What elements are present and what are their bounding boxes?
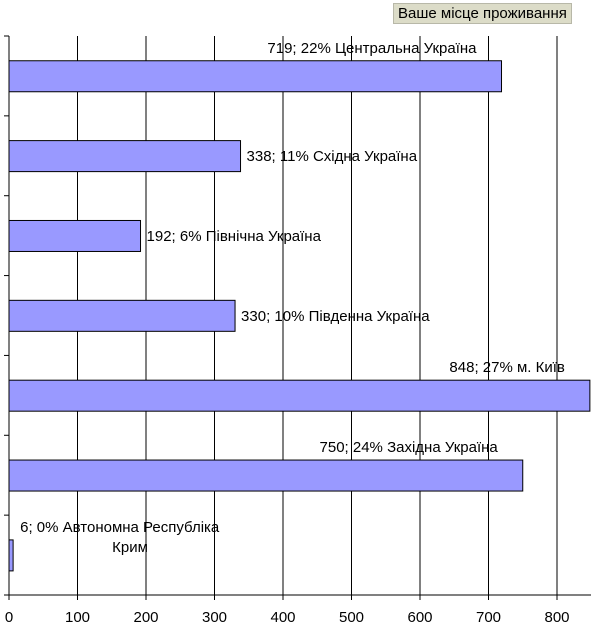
bar-1	[8, 60, 503, 93]
bar-2	[8, 140, 242, 173]
data-label: 719; 22% Центральна Україна	[267, 40, 477, 57]
x-tick-label: 200	[133, 609, 158, 626]
bar-4	[8, 299, 236, 332]
data-label: 192; 6% Північна Україна	[147, 228, 322, 245]
x-tick-label: 600	[407, 609, 432, 626]
chart-title: Ваше місце проживання	[393, 3, 572, 24]
x-tick-label: 700	[476, 609, 501, 626]
x-tick-label: 300	[202, 609, 227, 626]
x-tick-label: 100	[65, 609, 90, 626]
data-label: Крим	[112, 539, 148, 556]
data-label: 848; 27% м. Київ	[449, 359, 564, 376]
bar-3	[8, 219, 142, 252]
bar-6	[8, 459, 524, 492]
x-tick-label: 800	[544, 609, 569, 626]
x-tick-label: 500	[339, 609, 364, 626]
bar-5	[8, 379, 591, 412]
x-tick-label: 0	[5, 609, 13, 626]
data-label: 750; 24% Західна Україна	[320, 439, 499, 456]
data-label: 330; 10% Південна Україна	[241, 308, 430, 325]
data-label: 338; 11% Східна Україна	[247, 148, 418, 165]
bar-7	[8, 539, 14, 572]
data-label: 6; 0% Автономна Республіка	[20, 519, 220, 536]
x-tick-label: 400	[270, 609, 295, 626]
